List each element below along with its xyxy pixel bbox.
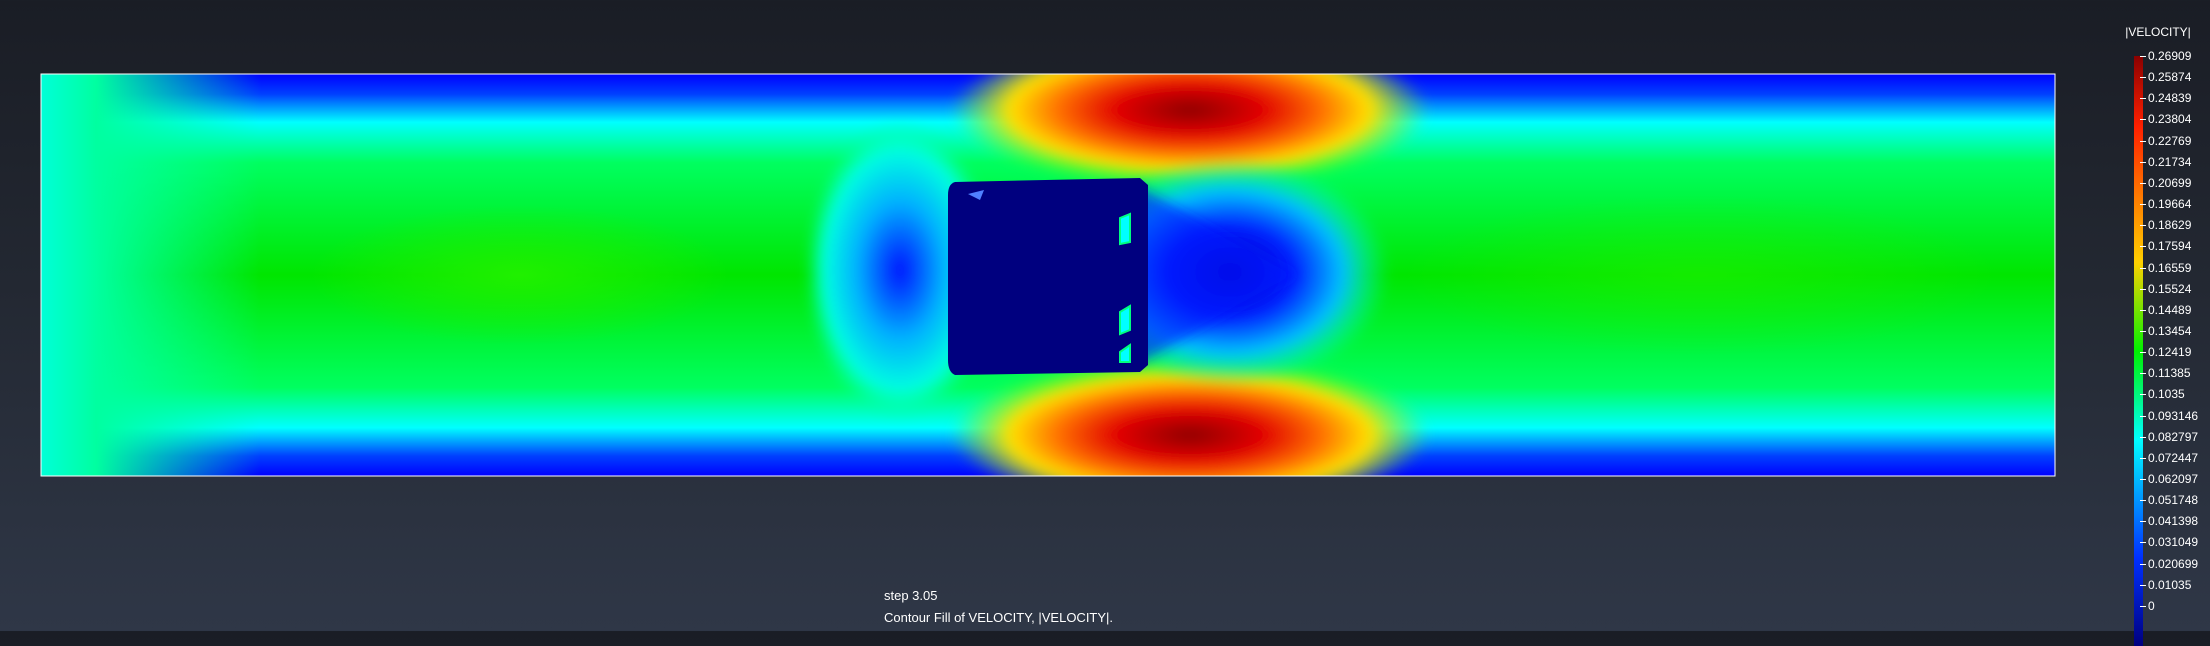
legend-tick xyxy=(2140,225,2146,227)
legend-tick xyxy=(2140,479,2146,480)
legend-tick xyxy=(2140,288,2146,290)
legend-tick xyxy=(2140,605,2146,607)
legend-label: 0.062097 xyxy=(2148,472,2199,486)
legend-colorbar xyxy=(2134,56,2143,646)
legend-label: 0.16559 xyxy=(2148,260,2192,275)
lower-jet xyxy=(950,357,1430,476)
legend-tick xyxy=(2140,267,2146,269)
legend-label: 0.072447 xyxy=(2148,450,2199,465)
legend-label: 0.12419 xyxy=(2148,345,2192,360)
obstacle-artifact xyxy=(1119,343,1131,363)
legend-tick xyxy=(2140,584,2146,586)
legend-tick xyxy=(2140,542,2146,544)
legend-label: 0.23804 xyxy=(2148,112,2192,127)
legend-label: 0.041398 xyxy=(2148,514,2199,529)
legend-label: 0.13454 xyxy=(2148,323,2192,338)
legend-label: 0.14489 xyxy=(2148,302,2192,317)
inlet-region xyxy=(41,74,261,476)
step-label: step 3.05 xyxy=(884,588,938,603)
obstacle-artifact xyxy=(1119,304,1131,336)
legend-tick xyxy=(2140,161,2146,163)
legend-label: 0.24839 xyxy=(2148,91,2192,106)
legend-tick xyxy=(2140,246,2146,248)
legend-tick xyxy=(2140,309,2146,311)
legend-label: 0.18629 xyxy=(2148,218,2192,233)
legend-label: 0.20699 xyxy=(2148,175,2192,190)
stagnation-region xyxy=(805,120,995,420)
legend-label: 0.26909 xyxy=(2148,49,2192,63)
wake-tail xyxy=(1135,185,1300,365)
legend-tick xyxy=(2140,457,2146,459)
legend-title: |VELOCITY| xyxy=(2125,25,2191,39)
channel-border xyxy=(40,73,2056,477)
legend-tick xyxy=(2140,563,2146,565)
legend-tick xyxy=(2140,500,2146,502)
legend-label: 0.082797 xyxy=(2148,429,2199,444)
legend-tick xyxy=(2140,373,2146,375)
legend-tick xyxy=(2140,330,2146,332)
velocity-field xyxy=(41,74,2055,476)
legend-label: 0.020699 xyxy=(2148,556,2199,571)
legend-tick xyxy=(2140,436,2146,438)
legend-label: 0.25874 xyxy=(2148,70,2192,85)
legend-tick xyxy=(2140,140,2146,142)
legend-tick xyxy=(2140,521,2146,523)
obstacle-artifact xyxy=(1119,212,1131,246)
legend-tick xyxy=(2140,56,2146,57)
legend-label: 0.22769 xyxy=(2148,133,2192,148)
legend-label: 0.17594 xyxy=(2148,239,2192,254)
legend-label: 0.051748 xyxy=(2148,493,2199,508)
legend-tick xyxy=(2140,98,2146,100)
legend-label: 0.21734 xyxy=(2148,154,2192,169)
legend-label: 0.19664 xyxy=(2148,197,2192,212)
legend-label: 0.15524 xyxy=(2148,281,2192,296)
legend-tick xyxy=(2140,204,2146,206)
legend-tick xyxy=(2140,352,2146,354)
flow-core xyxy=(310,205,730,345)
obstacle xyxy=(948,178,1148,375)
plot-caption: Contour Fill of VELOCITY, |VELOCITY|. xyxy=(884,610,1114,625)
legend-tick xyxy=(2140,394,2146,396)
legend-label: 0.093146 xyxy=(2148,408,2199,423)
legend-label: 0.01035 xyxy=(2148,577,2192,592)
upper-jet xyxy=(950,74,1430,188)
legend-tick xyxy=(2140,182,2146,184)
legend-tick xyxy=(2140,415,2146,417)
obstacle-artifact xyxy=(968,190,984,200)
legend-label: 0 xyxy=(2148,598,2155,613)
legend-tick xyxy=(2140,77,2146,79)
contour-plot[interactable] xyxy=(0,0,2210,631)
legend-label: 0.031049 xyxy=(2148,535,2199,550)
legend-label: 0.11385 xyxy=(2148,366,2191,381)
legend-label: 0.1035 xyxy=(2148,387,2185,402)
outlet-core xyxy=(1400,195,2000,355)
legend-tick xyxy=(2140,119,2146,121)
